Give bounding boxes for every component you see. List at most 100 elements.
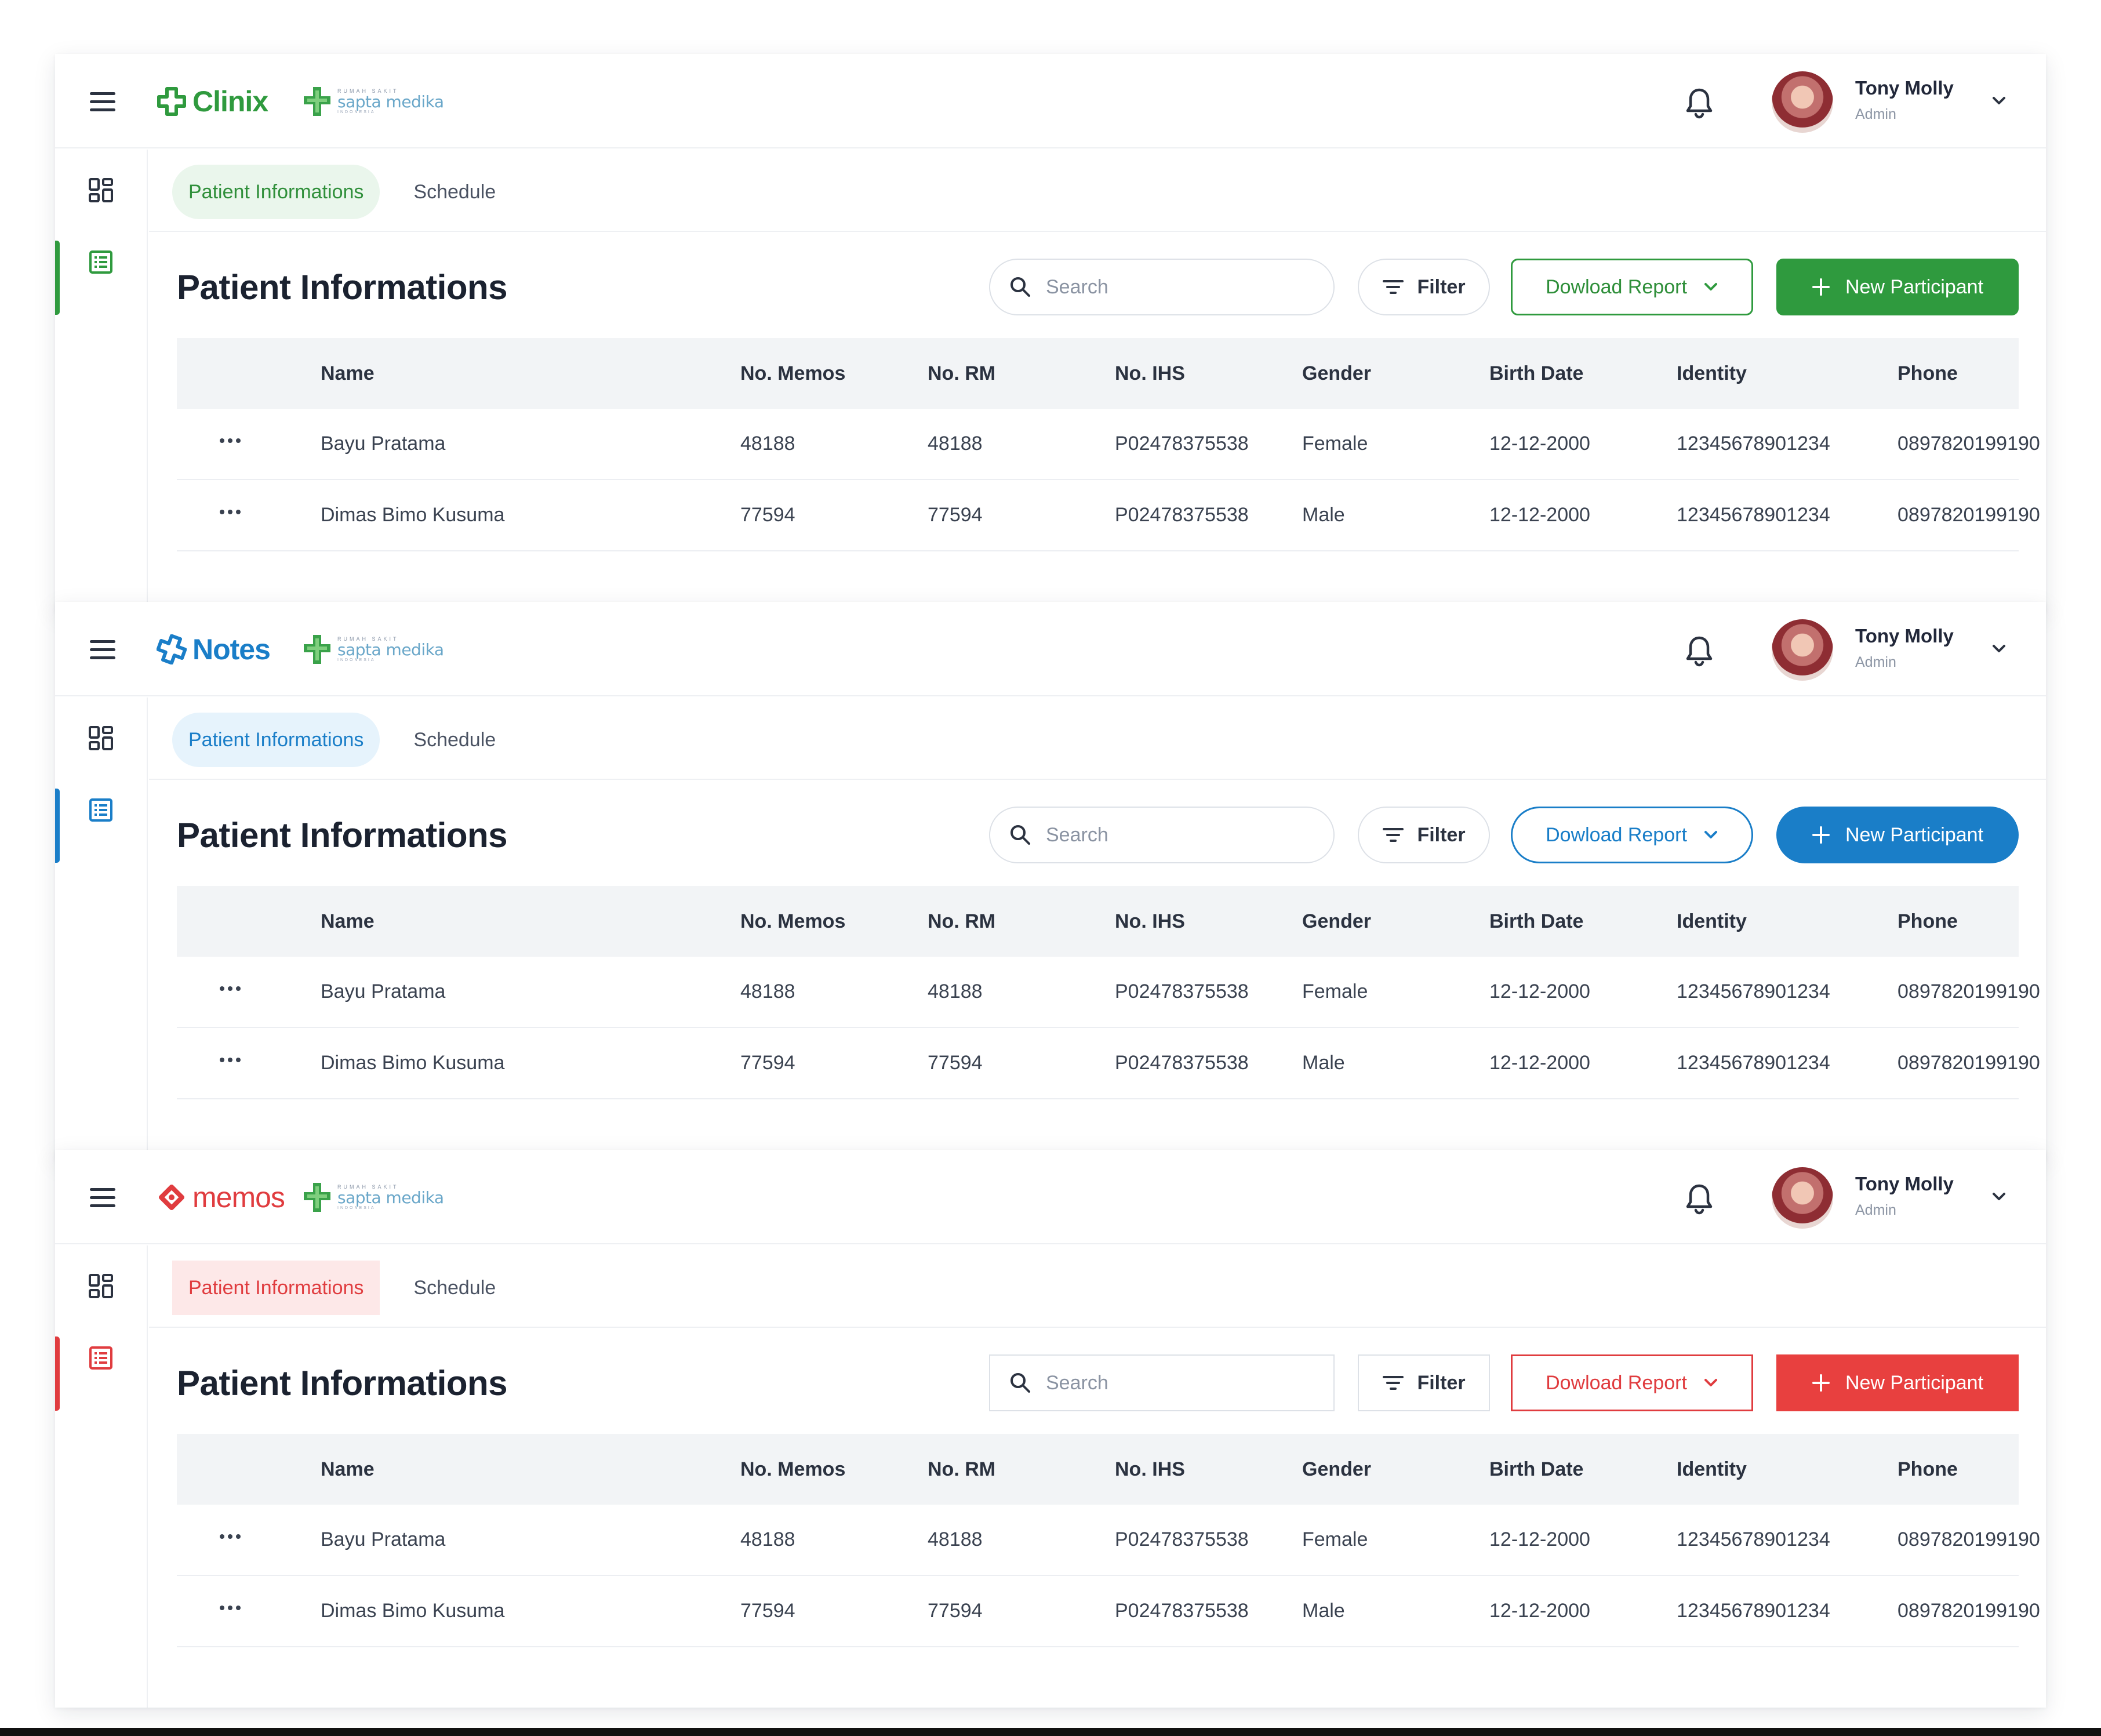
column-header-no-ihs[interactable]: No. IHS xyxy=(1115,362,1185,384)
column-header-no-ihs[interactable]: No. IHS xyxy=(1115,910,1185,932)
search-box[interactable] xyxy=(989,807,1335,863)
cell-no-memos: 77594 xyxy=(740,504,795,526)
dashboard-grid-icon[interactable] xyxy=(88,1273,114,1299)
cell-no-rm: 77594 xyxy=(928,1052,983,1074)
tab-patient-informations[interactable]: Patient Informations xyxy=(172,713,380,767)
column-header-no-rm[interactable]: No. RM xyxy=(928,1458,996,1480)
table-row[interactable]: Dimas Bimo Kusuma 77594 77594 P02478375538 M… xyxy=(177,480,2040,551)
dashboard-grid-icon[interactable] xyxy=(88,725,114,751)
search-box[interactable] xyxy=(989,1354,1335,1411)
column-header-name[interactable]: Name xyxy=(321,910,375,932)
search-box[interactable] xyxy=(989,259,1335,315)
table-row[interactable]: Bayu Pratama 48188 48188 P02478375538 Female… xyxy=(177,409,2040,480)
filter-button[interactable]: Filter xyxy=(1358,807,1490,863)
column-header-identity[interactable]: Identity xyxy=(1677,1458,1747,1480)
filter-button[interactable]: Filter xyxy=(1358,1354,1490,1411)
download-report-button[interactable]: Dowload Report xyxy=(1511,259,1753,315)
column-header-phone[interactable]: Phone xyxy=(1898,362,1958,384)
cell-birth-date: 12-12-2000 xyxy=(1489,1052,1590,1074)
dashboard-grid-icon[interactable] xyxy=(88,177,114,204)
column-header-no-rm[interactable]: No. RM xyxy=(928,910,996,932)
partner-caption-top: RUMAH SAKIT xyxy=(337,88,399,94)
column-header-name[interactable]: Name xyxy=(321,362,375,384)
partner-caption-top: RUMAH SAKIT xyxy=(337,1184,399,1190)
more-options-icon[interactable] xyxy=(217,1604,243,1612)
column-header-no-ihs[interactable]: No. IHS xyxy=(1115,1458,1185,1480)
bell-icon[interactable] xyxy=(1684,1182,1714,1215)
new-participant-button[interactable]: New Participant xyxy=(1776,1354,2019,1411)
active-nav-indicator xyxy=(55,1336,60,1411)
column-header-no-memos[interactable]: No. Memos xyxy=(740,362,846,384)
hamburger-menu-icon[interactable] xyxy=(90,640,115,660)
tab-patient-informations[interactable]: Patient Informations xyxy=(172,1261,380,1315)
more-options-icon[interactable] xyxy=(217,1056,243,1064)
column-header-birth-date[interactable]: Birth Date xyxy=(1489,1458,1584,1480)
column-header-gender[interactable]: Gender xyxy=(1302,1458,1372,1480)
search-input[interactable] xyxy=(1046,823,1313,847)
table-row[interactable]: Bayu Pratama 48188 48188 P02478375538 Female… xyxy=(177,1505,2040,1576)
cell-no-rm: 48188 xyxy=(928,433,983,455)
column-header-no-rm[interactable]: No. RM xyxy=(928,362,996,384)
avatar[interactable] xyxy=(1772,619,1833,681)
chevron-down-icon[interactable] xyxy=(1991,644,2007,654)
download-report-button[interactable]: Dowload Report xyxy=(1511,807,1753,863)
plus-icon xyxy=(1812,1374,1830,1392)
cell-birth-date: 12-12-2000 xyxy=(1489,1528,1590,1550)
bell-icon[interactable] xyxy=(1684,634,1714,667)
search-input[interactable] xyxy=(1046,1371,1313,1394)
avatar[interactable] xyxy=(1772,1167,1833,1229)
column-header-identity[interactable]: Identity xyxy=(1677,362,1747,384)
more-options-icon[interactable] xyxy=(217,985,243,993)
patient-list-icon[interactable] xyxy=(88,1345,114,1371)
search-input[interactable] xyxy=(1046,275,1313,299)
cell-no-rm: 48188 xyxy=(928,1528,983,1550)
column-header-birth-date[interactable]: Birth Date xyxy=(1489,362,1584,384)
column-header-name[interactable]: Name xyxy=(321,1458,375,1480)
bell-icon[interactable] xyxy=(1684,86,1714,119)
user-name: Tony Molly xyxy=(1855,1173,1954,1194)
patient-list-icon[interactable] xyxy=(88,249,114,275)
tab-schedule[interactable]: Schedule xyxy=(413,729,496,751)
more-options-icon[interactable] xyxy=(217,508,243,516)
chevron-down-icon[interactable] xyxy=(1991,96,2007,106)
more-options-icon[interactable] xyxy=(217,437,243,445)
cell-gender: Male xyxy=(1302,1052,1345,1074)
download-report-button[interactable]: Dowload Report xyxy=(1511,1354,1753,1411)
more-options-icon[interactable] xyxy=(217,1532,243,1541)
table-row[interactable]: Dimas Bimo Kusuma 77594 77594 P02478375538 M… xyxy=(177,1028,2040,1099)
column-header-birth-date[interactable]: Birth Date xyxy=(1489,910,1584,932)
avatar[interactable] xyxy=(1772,71,1833,133)
tab-bar: Patient Informations Schedule xyxy=(172,713,512,767)
column-header-no-memos[interactable]: No. Memos xyxy=(740,910,846,932)
brand-logo[interactable]: Notes xyxy=(157,631,271,668)
filter-button[interactable]: Filter xyxy=(1358,259,1490,315)
tab-patient-informations[interactable]: Patient Informations xyxy=(172,165,380,219)
column-header-phone[interactable]: Phone xyxy=(1898,910,1958,932)
column-header-phone[interactable]: Phone xyxy=(1898,1458,1958,1480)
user-name: Tony Molly xyxy=(1855,77,1954,99)
column-header-gender[interactable]: Gender xyxy=(1302,362,1372,384)
hamburger-menu-icon[interactable] xyxy=(90,92,115,112)
table-row[interactable]: Bayu Pratama 48188 48188 P02478375538 Female… xyxy=(177,957,2040,1028)
tab-schedule[interactable]: Schedule xyxy=(413,181,496,203)
patient-list-icon[interactable] xyxy=(88,797,114,823)
hamburger-menu-icon[interactable] xyxy=(90,1188,115,1208)
table-row[interactable]: Dimas Bimo Kusuma 77594 77594 P02478375538 M… xyxy=(177,1576,2040,1647)
cell-no-ihs: P02478375538 xyxy=(1115,1528,1249,1550)
column-header-gender[interactable]: Gender xyxy=(1302,910,1372,932)
filter-label: Filter xyxy=(1417,275,1466,298)
brand-logo[interactable]: Clinix xyxy=(157,83,268,120)
cell-phone: 0897820199190 xyxy=(1898,1052,2040,1074)
brand-logo[interactable]: memos xyxy=(157,1179,285,1216)
download-report-label: Dowload Report xyxy=(1546,823,1687,846)
tab-schedule[interactable]: Schedule xyxy=(413,1277,496,1299)
active-nav-indicator xyxy=(55,789,60,863)
chevron-down-icon xyxy=(1704,283,1717,290)
cell-no-memos: 48188 xyxy=(740,1528,795,1550)
chevron-down-icon[interactable] xyxy=(1991,1192,2007,1202)
column-header-no-memos[interactable]: No. Memos xyxy=(740,1458,846,1480)
new-participant-button[interactable]: New Participant xyxy=(1776,259,2019,315)
column-header-identity[interactable]: Identity xyxy=(1677,910,1747,932)
new-participant-button[interactable]: New Participant xyxy=(1776,807,2019,863)
tab-bar: Patient Informations Schedule xyxy=(172,1261,512,1315)
